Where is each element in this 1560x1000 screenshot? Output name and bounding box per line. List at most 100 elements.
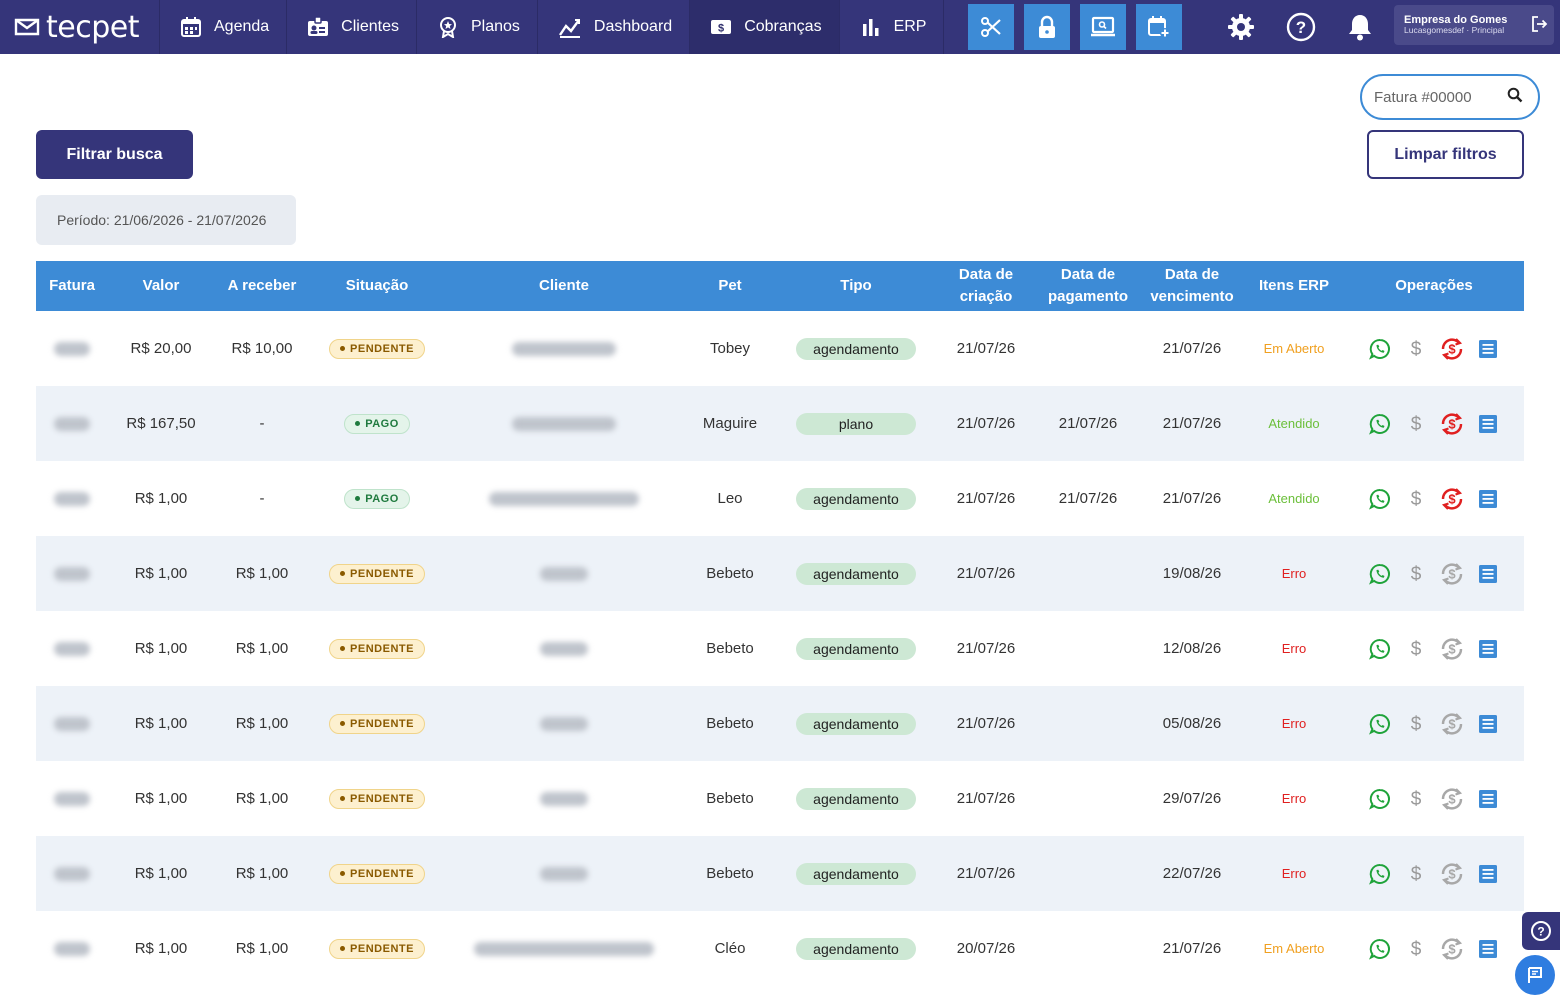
status-label: PENDENTE: [350, 642, 414, 655]
table-row[interactable]: R$ 1,00 R$ 1,00 PENDENTE Bebeto agendamento 2…: [36, 761, 1524, 836]
nav-item-agenda[interactable]: Agenda: [160, 0, 288, 54]
header-data-vencimento[interactable]: Data de vencimento: [1150, 266, 1234, 305]
whatsapp-button[interactable]: [1362, 863, 1398, 885]
header-data-pagamento[interactable]: Data de pagamento: [1047, 266, 1128, 305]
whatsapp-icon: [1369, 788, 1390, 810]
clear-filters-button[interactable]: Limpar filtros: [1367, 130, 1524, 179]
refund-button[interactable]: $: [1434, 636, 1470, 662]
details-button[interactable]: [1470, 939, 1506, 959]
table-body: R$ 20,00 R$ 10,00 PENDENTE Tobey agendamento…: [36, 311, 1524, 986]
filter-search-button[interactable]: Filtrar busca: [36, 130, 193, 179]
notifications-button[interactable]: [1331, 0, 1389, 54]
charge-button[interactable]: $: [1398, 788, 1434, 810]
cell-data-criacao: 21/07/26: [956, 490, 1016, 507]
feedback-button[interactable]: [1515, 955, 1555, 995]
charge-button[interactable]: $: [1398, 638, 1434, 660]
details-button[interactable]: [1470, 489, 1506, 509]
cell-pet: Tobey: [709, 340, 751, 357]
charge-button[interactable]: $: [1398, 488, 1434, 510]
header-pet[interactable]: Pet: [718, 277, 742, 294]
header-itens-erp[interactable]: Itens ERP: [1258, 277, 1330, 294]
refund-button[interactable]: $: [1434, 786, 1470, 812]
charge-button[interactable]: $: [1398, 338, 1434, 360]
help-widget-button[interactable]: ?: [1522, 912, 1560, 950]
invoice-search-input[interactable]: [1374, 88, 1499, 106]
cell-pet: Maguire: [702, 415, 758, 432]
details-button[interactable]: [1470, 639, 1506, 659]
refund-button[interactable]: $: [1434, 936, 1470, 962]
whatsapp-button[interactable]: [1362, 713, 1398, 735]
whatsapp-button[interactable]: [1362, 338, 1398, 360]
details-button[interactable]: [1470, 339, 1506, 359]
client-name-redacted: [444, 866, 684, 881]
refund-button[interactable]: $: [1434, 336, 1470, 362]
details-button[interactable]: [1470, 789, 1506, 809]
table-row[interactable]: R$ 20,00 R$ 10,00 PENDENTE Tobey agendamento…: [36, 311, 1524, 386]
whatsapp-button[interactable]: [1362, 563, 1398, 585]
nav-item-planos[interactable]: Planos: [417, 0, 538, 54]
refund-button[interactable]: $: [1434, 861, 1470, 887]
cell-data-criacao: 21/07/26: [956, 865, 1016, 882]
header-cliente[interactable]: Cliente: [538, 277, 589, 294]
whatsapp-button[interactable]: [1362, 638, 1398, 660]
monitor-icon: [1091, 16, 1115, 37]
cell-tipo: plano: [776, 412, 936, 435]
header-tipo[interactable]: Tipo: [840, 277, 872, 294]
scissors-button[interactable]: [968, 4, 1014, 50]
settings-button[interactable]: [1212, 0, 1270, 54]
monitor-button[interactable]: [1080, 4, 1126, 50]
details-button[interactable]: [1470, 564, 1506, 584]
logout-button[interactable]: [1530, 15, 1548, 38]
help-icon: ?: [1531, 921, 1551, 941]
details-button[interactable]: [1470, 714, 1506, 734]
company-switcher[interactable]: Empresa do Gomes Lucasgomesdef · Princip…: [1394, 5, 1554, 45]
table-row[interactable]: R$ 1,00 R$ 1,00 PENDENTE Bebeto agendamento 2…: [36, 536, 1524, 611]
table-row[interactable]: R$ 1,00 R$ 1,00 PENDENTE Bebeto agendamento 2…: [36, 611, 1524, 686]
charge-button[interactable]: $: [1398, 413, 1434, 435]
lock-button[interactable]: [1024, 4, 1070, 50]
details-button[interactable]: [1470, 414, 1506, 434]
dollar-icon: $: [1411, 639, 1422, 660]
whatsapp-button[interactable]: [1362, 938, 1398, 960]
table-row[interactable]: R$ 1,00 R$ 1,00 PENDENTE Cléo agendamento 20/…: [36, 911, 1524, 986]
whatsapp-button[interactable]: [1362, 488, 1398, 510]
svg-text:$: $: [1411, 864, 1422, 885]
status-badge: PENDENTE: [329, 713, 425, 734]
charge-button[interactable]: $: [1398, 863, 1434, 885]
refund-button[interactable]: $: [1434, 561, 1470, 587]
cell-valor: R$ 1,00: [134, 640, 188, 657]
nav-item-dashboard[interactable]: Dashboard: [538, 0, 691, 54]
nav-item-cobrancas[interactable]: $ Cobranças: [690, 0, 840, 54]
table-row[interactable]: R$ 167,50 - PAGO Maguire plano 21/07/26 21/07/…: [36, 386, 1524, 461]
charge-button[interactable]: $: [1398, 713, 1434, 735]
table-row[interactable]: R$ 1,00 R$ 1,00 PENDENTE Bebeto agendamento 2…: [36, 836, 1524, 911]
calendar-plus-button[interactable]: [1136, 4, 1182, 50]
help-button[interactable]: ?: [1272, 0, 1330, 54]
svg-text:$: $: [1448, 566, 1456, 581]
status-dot: [340, 946, 346, 951]
nav-item-erp[interactable]: ERP: [840, 0, 945, 54]
charge-button[interactable]: $: [1398, 938, 1434, 960]
header-valor[interactable]: Valor: [142, 277, 180, 294]
table-row[interactable]: R$ 1,00 - PAGO Leo agendamento 21/07/26 21/07/…: [36, 461, 1524, 536]
header-a-receber[interactable]: A receber: [227, 277, 297, 294]
company-subtitle: Lucasgomesdef · Principal: [1404, 25, 1505, 36]
whatsapp-button[interactable]: [1362, 788, 1398, 810]
whatsapp-button[interactable]: [1362, 413, 1398, 435]
header-situacao[interactable]: Situação: [345, 277, 409, 294]
details-list-icon: [1479, 789, 1497, 808]
search-button[interactable]: [1507, 87, 1523, 108]
cell-data-vencimento: 05/08/26: [1162, 715, 1222, 732]
logo[interactable]: tecpet: [0, 0, 160, 54]
refund-button[interactable]: $: [1434, 411, 1470, 437]
refund-button[interactable]: $: [1434, 486, 1470, 512]
details-button[interactable]: [1470, 864, 1506, 884]
table-row[interactable]: R$ 1,00 R$ 1,00 PENDENTE Bebeto agendamento 2…: [36, 686, 1524, 761]
nav-item-clientes[interactable]: Clientes: [287, 0, 417, 54]
header-data-criacao[interactable]: Data de criação: [958, 266, 1014, 305]
header-fatura[interactable]: Fatura: [49, 277, 95, 294]
charge-button[interactable]: $: [1398, 563, 1434, 585]
period-filter[interactable]: Período: 21/06/2026 - 21/07/2026: [36, 195, 296, 245]
cell-data-vencimento: 21/07/26: [1162, 340, 1222, 357]
refund-button[interactable]: $: [1434, 711, 1470, 737]
